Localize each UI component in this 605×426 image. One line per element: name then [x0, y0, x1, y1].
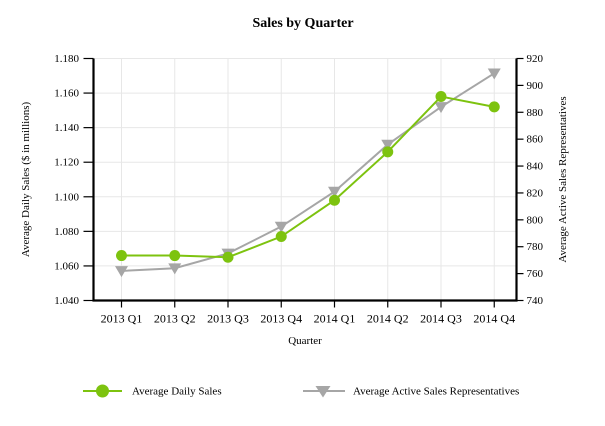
data-point-triangle-marker [328, 186, 341, 198]
data-point-circle-marker [222, 251, 234, 263]
y-axis-left-tick-label: 1.180 [54, 53, 79, 65]
y-axis-right-tick-label: 780 [527, 241, 544, 253]
x-axis-tick-label: 2014 Q4 [473, 312, 515, 326]
y-axis-left-tick-label: 1.120 [54, 157, 79, 169]
y-axis-right-tick-label: 740 [527, 295, 544, 307]
y-axis-right-title: Average Active Sales Representatives [557, 96, 569, 262]
data-point-triangle-marker [274, 221, 288, 233]
y-axis-left-tick-label: 1.040 [54, 295, 79, 307]
y-axis-right-tick-label: 820 [527, 187, 544, 199]
legend-item-average-active-sales-representatives: Average Active Sales Representatives [303, 386, 519, 398]
series-line [121, 72, 495, 272]
data-point-circle-marker [116, 250, 127, 262]
data-point-circle-marker [329, 194, 340, 206]
data-point-triangle-marker [381, 139, 395, 151]
y-axis-right-tick-label: 880 [527, 107, 544, 119]
y-axis-right-tick-label: 900 [527, 80, 544, 92]
data-point-circle-marker [488, 101, 500, 113]
y-axis-right-tick-label: 920 [527, 53, 544, 65]
x-axis-tick-label: 2013 Q1 [101, 312, 143, 326]
data-point-triangle-marker [434, 102, 448, 114]
y-axis-right-tick-label: 840 [527, 161, 544, 173]
series-group [115, 68, 501, 278]
chart-title: Sales by Quarter [252, 16, 353, 31]
legend-circle-marker-icon [96, 384, 109, 398]
legend: Average Daily Sales Average Active Sales… [83, 384, 519, 398]
legend-label: Average Daily Sales [132, 386, 222, 398]
data-point-circle-marker [435, 91, 447, 103]
x-axis-title: Quarter [288, 335, 322, 347]
x-axis-tick-label: 2013 Q4 [260, 312, 302, 326]
y-axis-right-tick-label: 860 [527, 134, 544, 146]
data-point-triangle-marker [115, 266, 128, 278]
x-axis-tick-label: 2013 Q3 [207, 312, 249, 326]
series-line [121, 95, 495, 259]
y-axis-left-tick-label: 1.160 [54, 88, 79, 100]
y-axis-right-tick-label: 800 [527, 214, 544, 226]
x-axis-tick-label: 2014 Q1 [314, 312, 356, 326]
data-point-triangle-marker [168, 263, 182, 275]
data-point-circle-marker [382, 146, 394, 158]
data-point-circle-marker [169, 250, 181, 262]
y-axis-left-title: Average Daily Sales ($ in millions) [20, 102, 32, 258]
y-axis-left-tick-label: 1.080 [54, 226, 79, 238]
legend-triangle-marker-icon [315, 386, 331, 398]
x-axis-tick-label: 2014 Q2 [367, 312, 409, 326]
x-axis-tick-label: 2013 Q2 [154, 312, 196, 326]
gridlines [93, 58, 517, 301]
series-average-daily-sales [116, 91, 500, 263]
x-axis-tick-label: 2014 Q3 [420, 312, 462, 326]
data-point-triangle-marker [487, 68, 501, 80]
data-point-circle-marker [275, 231, 287, 243]
y-axis-left-tick-label: 1.100 [54, 191, 79, 203]
y-axis-left-tick-label: 1.140 [54, 122, 79, 134]
legend-item-average-daily-sales: Average Daily Sales [83, 384, 222, 398]
axes: 1.040 1.060 1.080 1.100 1.120 1.140 1.160 1.180… [54, 53, 543, 326]
series-average-active-sales-representatives [115, 68, 501, 278]
legend-label: Average Active Sales Representatives [353, 386, 519, 398]
y-axis-right-tick-label: 760 [527, 268, 544, 280]
y-axis-left-tick-label: 1.060 [54, 260, 79, 272]
